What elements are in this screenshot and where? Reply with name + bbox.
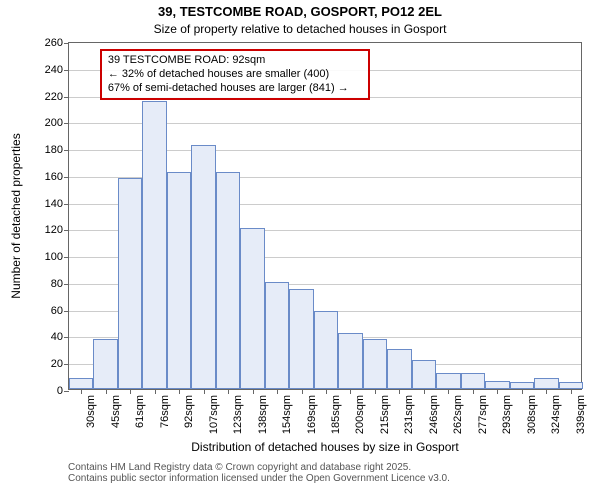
xtick-mark [302,389,303,394]
xtick-mark [350,389,351,394]
xtick-label: 123sqm [232,395,244,434]
xtick-label: 138sqm [257,395,269,434]
xtick-label: 262sqm [452,395,464,434]
chart-container: 39, TESTCOMBE ROAD, GOSPORT, PO12 2EL Si… [0,0,600,500]
xtick-label: 200sqm [354,395,366,434]
xtick-mark [106,389,107,394]
plot-area: 02040608010012014016018020022024026030sq… [68,42,582,390]
ytick-label: 140 [45,198,69,210]
bar [142,101,166,389]
annotation-box: 39 TESTCOMBE ROAD: 92sqm← 32% of detache… [100,49,370,100]
xtick-mark [473,389,474,394]
footer: Contains HM Land Registry data © Crown c… [68,462,582,484]
xtick-mark [448,389,449,394]
xtick-mark [546,389,547,394]
xtick-label: 45sqm [110,395,122,428]
xtick-label: 169sqm [306,395,318,434]
bar [363,339,387,389]
xtick-label: 92sqm [183,395,195,428]
bar [510,382,534,389]
bar [338,333,362,389]
xtick-mark [228,389,229,394]
annotation-line: 67% of semi-detached houses are larger (… [108,82,362,96]
bar [485,381,509,389]
ytick-label: 0 [57,385,69,397]
bar [559,382,583,389]
bar [118,178,142,389]
bar [289,289,313,389]
footer-line-1: Contains HM Land Registry data © Crown c… [68,462,582,473]
y-axis-label: Number of detached properties [9,133,23,298]
xtick-label: 154sqm [281,395,293,434]
ytick-label: 20 [51,358,69,370]
xtick-label: 293sqm [501,395,513,434]
bar [461,373,485,389]
bar [93,339,117,389]
chart-subtitle: Size of property relative to detached ho… [0,22,600,36]
bar [69,378,93,389]
ytick-label: 200 [45,117,69,129]
xtick-label: 339sqm [575,395,587,434]
bar [436,373,460,389]
xtick-mark [130,389,131,394]
xtick-label: 277sqm [477,395,489,434]
xtick-mark [424,389,425,394]
ytick-label: 180 [45,144,69,156]
bar [387,349,411,389]
xtick-mark [375,389,376,394]
bar [167,172,191,389]
xtick-label: 231sqm [403,395,415,434]
annotation-line: ← 32% of detached houses are smaller (40… [108,68,362,82]
x-axis-label: Distribution of detached houses by size … [68,440,582,454]
xtick-label: 324sqm [550,395,562,434]
chart-title: 39, TESTCOMBE ROAD, GOSPORT, PO12 2EL [0,4,600,19]
xtick-mark [253,389,254,394]
xtick-label: 61sqm [134,395,146,428]
xtick-label: 76sqm [159,395,171,428]
bar [216,172,240,389]
footer-line-2: Contains public sector information licen… [68,473,582,484]
ytick-label: 160 [45,171,69,183]
bar [240,228,264,389]
bar [314,311,338,389]
ytick-label: 220 [45,91,69,103]
ytick-label: 120 [45,224,69,236]
annotation-line: 39 TESTCOMBE ROAD: 92sqm [108,54,362,68]
xtick-label: 185sqm [330,395,342,434]
ytick-label: 80 [51,278,69,290]
xtick-label: 308sqm [526,395,538,434]
ytick-label: 100 [45,251,69,263]
bar [191,145,215,389]
ytick-label: 60 [51,305,69,317]
xtick-mark [81,389,82,394]
ytick-label: 40 [51,331,69,343]
bar [265,282,289,389]
xtick-mark [571,389,572,394]
xtick-mark [204,389,205,394]
xtick-label: 246sqm [428,395,440,434]
xtick-mark [326,389,327,394]
bar [412,360,436,389]
xtick-mark [155,389,156,394]
xtick-label: 107sqm [208,395,220,434]
xtick-mark [277,389,278,394]
xtick-mark [497,389,498,394]
xtick-mark [522,389,523,394]
bar [534,378,558,389]
xtick-mark [399,389,400,394]
xtick-label: 215sqm [379,395,391,434]
xtick-mark [179,389,180,394]
ytick-label: 260 [45,37,69,49]
ytick-label: 240 [45,64,69,76]
xtick-label: 30sqm [85,395,97,428]
